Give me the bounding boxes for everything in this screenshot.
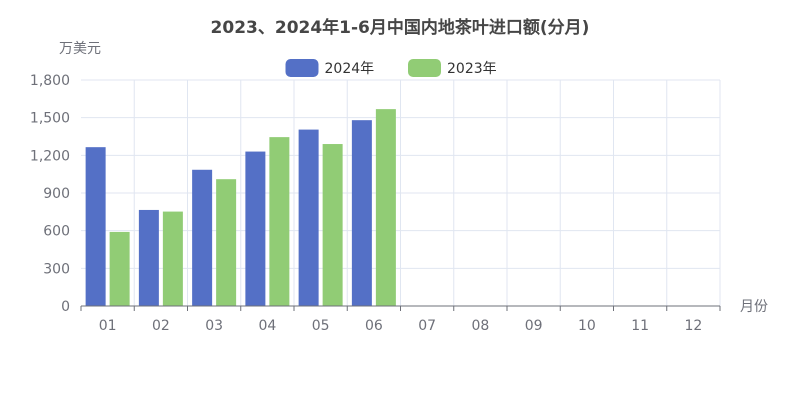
bar-series-2-06[interactable] — [375, 109, 396, 306]
bar-series-2-02[interactable] — [162, 211, 183, 306]
x-tick-label: 09 — [525, 318, 543, 334]
bar-series-1-04[interactable] — [245, 151, 266, 306]
y-tick-label: 1,500 — [30, 111, 70, 127]
x-tick-label: 04 — [258, 318, 276, 334]
bar-series-2-03[interactable] — [216, 179, 237, 306]
bars — [85, 109, 396, 306]
x-tick-label: 02 — [152, 318, 170, 334]
bar-series-2-04[interactable] — [269, 137, 290, 306]
bar-series-1-02[interactable] — [138, 209, 159, 306]
grid-lines — [81, 79, 721, 306]
x-tick-label: 07 — [418, 318, 436, 334]
bar-series-2-01[interactable] — [109, 231, 130, 306]
legend-swatch — [285, 59, 319, 77]
legend-label: 2023年 — [447, 61, 497, 77]
bar-series-2-05[interactable] — [322, 144, 343, 306]
x-tick-label: 01 — [99, 318, 117, 334]
y-tick-label: 900 — [43, 186, 70, 202]
chart-title: 2023、2024年1-6月中国内地茶叶进口额(分月) — [211, 17, 590, 38]
y-tick-label: 300 — [43, 261, 70, 277]
y-tick-label: 600 — [43, 224, 70, 240]
x-tick-label: 05 — [312, 318, 330, 334]
x-axis-label: 月份 — [740, 299, 768, 315]
x-tick-label: 12 — [684, 318, 702, 334]
y-tick-label: 0 — [61, 299, 70, 315]
legend-label: 2024年 — [325, 61, 375, 77]
x-tick-label: 06 — [365, 318, 383, 334]
bar-series-1-03[interactable] — [192, 169, 213, 306]
legend-item-1[interactable]: 2024年 — [285, 59, 375, 77]
bar-series-1-05[interactable] — [298, 129, 319, 306]
x-tick-label: 10 — [578, 318, 596, 334]
x-tick-label: 08 — [471, 318, 489, 334]
x-tick-label: 03 — [205, 318, 223, 334]
legend[interactable]: 2024年 2023年 — [285, 59, 497, 77]
axes: 0 300 600 900 1,200 1,500 1,800 01 02 03 04 05 06 07 0… — [30, 73, 721, 334]
x-tick-label: 11 — [631, 318, 649, 334]
y-axis-label: 万美元 — [59, 41, 101, 57]
y-tick-label: 1,200 — [30, 148, 70, 164]
y-tick-label: 1,800 — [30, 73, 70, 89]
legend-swatch — [408, 59, 441, 77]
legend-item-2[interactable]: 2023年 — [408, 59, 497, 77]
bar-series-1-06[interactable] — [351, 120, 372, 306]
bar-series-1-01[interactable] — [85, 147, 106, 306]
